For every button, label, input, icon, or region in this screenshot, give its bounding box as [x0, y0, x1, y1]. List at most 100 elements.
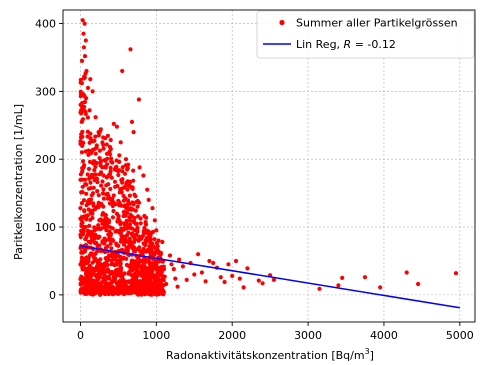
scatter-point [79, 288, 84, 293]
scatter-point [78, 80, 83, 85]
scatter-point [108, 186, 113, 192]
scatter-point [141, 260, 146, 265]
scatter-point [245, 266, 250, 271]
scatter-point [118, 140, 123, 145]
legend-box [256, 10, 475, 59]
scatter-point [103, 256, 108, 261]
scatter-point [111, 208, 116, 214]
scatter-point [124, 262, 129, 268]
scatter-point [125, 290, 130, 295]
scatter-point [96, 133, 101, 138]
x-tick-label: 2000 [218, 329, 246, 342]
scatter-point [81, 226, 86, 231]
scatter-point [106, 174, 111, 179]
scatter-point [207, 258, 212, 264]
scatter-point [148, 292, 154, 297]
scatter-point [100, 239, 105, 244]
scatter-point [82, 54, 88, 59]
scatter-point [101, 187, 106, 192]
scatter-point [92, 168, 97, 173]
scatter-point [93, 146, 98, 151]
scatter-point [139, 292, 144, 297]
scatter-point [80, 129, 85, 134]
scatter-point [161, 290, 166, 295]
scatter-point [93, 172, 98, 177]
scatter-point [110, 215, 115, 220]
scatter-point [123, 281, 128, 287]
scatter-point [136, 214, 141, 219]
scatter-point [125, 187, 130, 192]
scatter-point [150, 280, 155, 285]
scatter-point [237, 276, 242, 281]
scatter-point [88, 131, 93, 136]
scatter-point [103, 165, 108, 170]
scatter-point [139, 273, 144, 278]
scatter-point [133, 232, 139, 237]
scatter-point [145, 247, 150, 252]
scatter-point [156, 238, 161, 243]
scatter-point [129, 226, 135, 231]
scatter-point [101, 204, 106, 209]
scatter-point [130, 287, 135, 292]
scatter-point [78, 172, 83, 177]
scatter-point [122, 271, 127, 276]
scatter-point [83, 38, 88, 43]
scatter-point [100, 212, 105, 217]
scatter-point [93, 164, 98, 169]
scatter-point [107, 285, 112, 290]
scatter-point [155, 277, 160, 282]
scatter-point [87, 108, 92, 113]
scatter-point [152, 237, 157, 242]
scatter-point [79, 58, 85, 64]
scatter-point [114, 211, 120, 216]
scatter-point [107, 144, 113, 150]
scatter-point [86, 201, 91, 206]
scatter-point [121, 234, 126, 239]
scatter-point [120, 68, 125, 74]
scatter-point [84, 217, 89, 222]
scatter-point [106, 291, 111, 297]
scatter-point [114, 258, 119, 263]
scatter-point [99, 271, 104, 276]
scatter-point [149, 248, 154, 254]
scatter-point [130, 267, 135, 272]
scatter-point [118, 230, 124, 235]
x-tick-label: 5000 [446, 329, 474, 342]
plot-frame [62, 9, 476, 323]
scatter-point [80, 18, 85, 23]
scatter-point [83, 177, 88, 182]
y-axis-label: Paritkelkonzentration [1/mL] [12, 104, 25, 260]
scatter-point [120, 169, 125, 174]
scatter-point [123, 238, 128, 243]
scatter-point [89, 273, 94, 278]
scatter-point [230, 273, 235, 278]
scatter-point [80, 267, 85, 272]
scatter-point [90, 260, 95, 265]
scatter-point [134, 288, 139, 293]
scatter-point [121, 209, 126, 215]
scatter-point [91, 201, 96, 206]
scatter-point [129, 119, 135, 124]
scatter-point [127, 269, 132, 275]
scatter-point [81, 45, 86, 50]
scatter-point [82, 21, 87, 26]
scatter-point [171, 267, 176, 272]
scatter-point [151, 274, 156, 279]
scatter-point [84, 191, 89, 196]
scatter-point [112, 272, 117, 277]
scatter-point [129, 231, 134, 237]
scatter-point [85, 85, 91, 91]
scatter-point [79, 215, 84, 220]
scatter-point [108, 137, 113, 143]
scatter-point [132, 236, 137, 242]
scatter-point [88, 280, 93, 285]
scatter-point [103, 213, 108, 218]
scatter-point [90, 89, 95, 94]
scatter-point [135, 229, 140, 234]
scatter-point [340, 275, 345, 280]
scatter-point [80, 100, 85, 105]
scatter-point [128, 206, 134, 211]
scatter-series [78, 18, 459, 297]
scatter-point [118, 187, 123, 192]
scatter-point [114, 124, 119, 129]
